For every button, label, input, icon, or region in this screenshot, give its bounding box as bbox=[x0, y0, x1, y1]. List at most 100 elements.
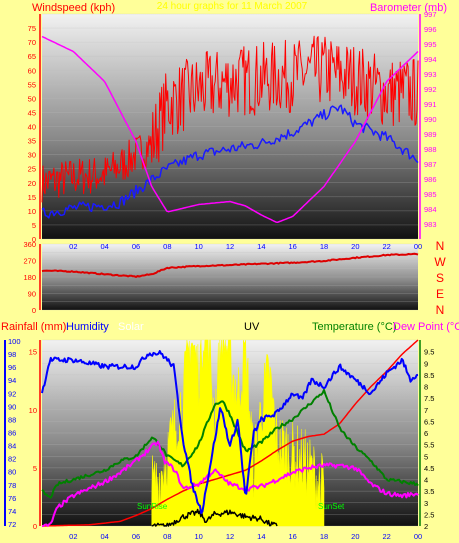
humidity-tick-label: 78 bbox=[8, 481, 16, 490]
humidity-tick-label: 92 bbox=[8, 389, 16, 398]
hour-tick-label: 20 bbox=[351, 532, 359, 541]
windspeed-tick-label: 25 bbox=[28, 165, 36, 174]
windspeed-tick-label: 65 bbox=[28, 52, 36, 61]
hour-tick-label: 14 bbox=[257, 242, 265, 251]
series-dew bbox=[42, 440, 419, 527]
hour-tick-label: 16 bbox=[288, 532, 296, 541]
windspeed-tick-label: 60 bbox=[28, 66, 36, 75]
series-uv bbox=[151, 508, 278, 527]
direction-tick-label: 360 bbox=[23, 240, 36, 249]
plot-area-direction bbox=[42, 244, 418, 310]
tick-labels: 0510152025303540455055606570759839849859… bbox=[8, 10, 437, 541]
hour-tick-label: 02 bbox=[69, 532, 77, 541]
temperature-tick-label: 4 bbox=[424, 476, 428, 485]
windspeed-tick-label: 55 bbox=[28, 80, 36, 89]
humidity-tick-label: 100 bbox=[8, 337, 21, 346]
temperature-tick-label: 5.5 bbox=[424, 441, 434, 450]
windspeed-tick-label: 0 bbox=[32, 235, 36, 244]
uv-legend: UV bbox=[244, 321, 260, 333]
temperature-tick-label: 3 bbox=[424, 499, 428, 508]
temperature-tick-label: 7.5 bbox=[424, 394, 434, 403]
temperature-tick-label: 8.5 bbox=[424, 371, 434, 380]
barometer-tick-label: 991 bbox=[424, 100, 437, 109]
temperature-tick-label: 5 bbox=[424, 452, 428, 461]
compass-label-bottom: N bbox=[436, 303, 445, 317]
rainfall-tick-label: 15 bbox=[29, 348, 37, 357]
rainfall-tick-label: 5 bbox=[33, 464, 37, 473]
humidity-tick-label: 98 bbox=[8, 350, 16, 359]
temperature-tick-label: 2.5 bbox=[424, 510, 434, 519]
sunset-label: SunSet bbox=[318, 502, 345, 511]
temperature-tick-label: 6.5 bbox=[424, 417, 434, 426]
hour-tick-label: 06 bbox=[132, 532, 140, 541]
hour-tick-label: 12 bbox=[226, 532, 234, 541]
rainfall-tick-label: 0 bbox=[33, 522, 37, 531]
hour-tick-label: 10 bbox=[194, 532, 202, 541]
barometer-tick-label: 989 bbox=[424, 130, 437, 139]
barometer-tick-label: 986 bbox=[424, 175, 437, 184]
hour-tick-label: 00 bbox=[414, 242, 422, 251]
series-temperature bbox=[41, 388, 419, 499]
windspeed-tick-label: 70 bbox=[28, 38, 36, 47]
barometer-tick-label: 994 bbox=[424, 55, 437, 64]
windspeed-tick-label: 50 bbox=[28, 94, 36, 103]
humidity-tick-label: 94 bbox=[8, 376, 16, 385]
barometer-tick-label: 993 bbox=[424, 70, 437, 79]
hour-tick-label: 06 bbox=[132, 242, 140, 251]
barometer-tick-label: 996 bbox=[424, 25, 437, 34]
rainfall-tick-label: 10 bbox=[29, 406, 37, 415]
hour-tick-label: 08 bbox=[163, 242, 171, 251]
compass-label-top: N bbox=[436, 239, 445, 253]
humidity-legend: Humidity bbox=[66, 321, 109, 333]
series-barometer bbox=[41, 35, 419, 223]
rainfall-axis-title: Rainfall (mm) bbox=[1, 321, 66, 333]
direction-tick-label: 180 bbox=[23, 273, 36, 282]
humidity-tick-label: 72 bbox=[8, 520, 16, 529]
hour-tick-label: 14 bbox=[257, 532, 265, 541]
windspeed-tick-label: 75 bbox=[28, 24, 36, 33]
direction-tick-label: 90 bbox=[28, 290, 36, 299]
hour-tick-label: 16 bbox=[288, 242, 296, 251]
temperature-tick-label: 2 bbox=[424, 522, 428, 531]
windspeed-tick-label: 10 bbox=[28, 207, 36, 216]
axes bbox=[4, 14, 421, 526]
humidity-tick-label: 88 bbox=[8, 415, 16, 424]
humidity-tick-label: 84 bbox=[8, 442, 16, 451]
hour-tick-label: 22 bbox=[382, 242, 390, 251]
windspeed-tick-label: 20 bbox=[28, 179, 36, 188]
compass-label-4: E bbox=[436, 287, 444, 301]
windspeed-axis-title: Windspeed (kph) bbox=[32, 2, 115, 14]
windspeed-tick-label: 30 bbox=[28, 151, 36, 160]
temperature-legend: Temperature (°C) bbox=[312, 321, 396, 333]
temperature-tick-label: 9.5 bbox=[424, 348, 434, 357]
hour-tick-label: 12 bbox=[226, 242, 234, 251]
temperature-tick-label: 9 bbox=[424, 359, 428, 368]
series-rainfall bbox=[42, 339, 419, 527]
humidity-tick-label: 96 bbox=[8, 363, 16, 372]
chart-header: 24 hour graphs for 11 March 2007 bbox=[157, 1, 308, 12]
series-windspeed bbox=[41, 35, 419, 203]
barometer-tick-label: 983 bbox=[424, 220, 437, 229]
barometer-tick-label: 992 bbox=[424, 85, 437, 94]
series-humidity bbox=[41, 350, 419, 515]
dewpoint-legend: Dew Point (°C) bbox=[393, 321, 459, 333]
windspeed-tick-label: 15 bbox=[28, 193, 36, 202]
hour-tick-label: 08 bbox=[163, 532, 171, 541]
humidity-tick-label: 86 bbox=[8, 429, 16, 438]
humidity-tick-label: 74 bbox=[8, 507, 16, 516]
temperature-tick-label: 7 bbox=[424, 406, 428, 415]
windspeed-tick-label: 40 bbox=[28, 123, 36, 132]
barometer-tick-label: 990 bbox=[424, 115, 437, 124]
series-direction bbox=[41, 252, 419, 278]
windspeed-tick-label: 45 bbox=[28, 108, 36, 117]
hour-tick-label: 00 bbox=[414, 532, 422, 541]
barometer-tick-label: 995 bbox=[424, 40, 437, 49]
barometer-tick-label: 997 bbox=[424, 10, 437, 19]
temperature-tick-label: 4.5 bbox=[424, 464, 434, 473]
hour-tick-label: 10 bbox=[194, 242, 202, 251]
barometer-tick-label: 987 bbox=[424, 160, 437, 169]
temperature-tick-label: 6 bbox=[424, 429, 428, 438]
windspeed-tick-label: 35 bbox=[28, 137, 36, 146]
hour-tick-label: 18 bbox=[320, 242, 328, 251]
